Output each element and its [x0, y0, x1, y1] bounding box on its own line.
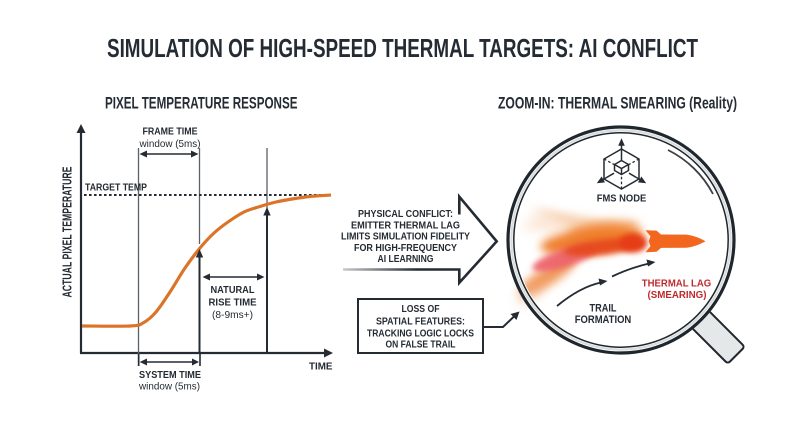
svg-text:TRACKING LOGIC LOCKS: TRACKING LOGIC LOCKS — [367, 329, 474, 340]
svg-text:FOR HIGH-FREQUENCY: FOR HIGH-FREQUENCY — [354, 243, 457, 254]
svg-text:FORMATION: FORMATION — [575, 314, 632, 326]
svg-text:AI LEARNING: AI LEARNING — [378, 254, 434, 265]
svg-text:LIMITS SIMULATION FIDELITY: LIMITS SIMULATION FIDELITY — [341, 232, 470, 243]
svg-text:TRAIL: TRAIL — [590, 302, 617, 314]
svg-text:FMS NODE: FMS NODE — [597, 193, 647, 205]
svg-text:SPATIAL FEATURES:: SPATIAL FEATURES: — [376, 317, 465, 328]
svg-text:THERMAL LAG: THERMAL LAG — [642, 277, 711, 289]
svg-text:LOSS OF: LOSS OF — [402, 304, 440, 315]
svg-text:ON FALSE TRAIL: ON FALSE TRAIL — [386, 340, 456, 351]
svg-text:ACTUAL PIXEL TEMPERATURE: ACTUAL PIXEL TEMPERATURE — [59, 166, 74, 297]
svg-text:PIXEL TEMPERATURE RESPONSE: PIXEL TEMPERATURE RESPONSE — [105, 94, 298, 113]
svg-text:window (5ms): window (5ms) — [139, 139, 201, 150]
svg-text:PHYSICAL CONFLICT:: PHYSICAL CONFLICT: — [358, 209, 453, 220]
svg-text:FRAME TIME: FRAME TIME — [143, 127, 198, 138]
svg-text:NATURAL: NATURAL — [211, 285, 255, 296]
svg-text:EMITTER THERMAL LAG: EMITTER THERMAL LAG — [351, 220, 460, 231]
svg-text:TIME: TIME — [309, 362, 333, 373]
svg-text:ZOOM-IN: THERMAL SMEARING (Rea: ZOOM-IN: THERMAL SMEARING (Reality) — [498, 94, 737, 113]
svg-text:window (5ms): window (5ms) — [138, 382, 200, 393]
svg-text:SYSTEM TIME: SYSTEM TIME — [139, 370, 201, 381]
svg-text:SIMULATION OF HIGH-SPEED THERM: SIMULATION OF HIGH-SPEED THERMAL TARGETS… — [107, 33, 698, 63]
svg-text:RISE TIME: RISE TIME — [209, 298, 257, 309]
svg-text:(8-9ms+): (8-9ms+) — [212, 310, 253, 321]
svg-text:(SMEARING): (SMEARING) — [648, 289, 707, 301]
svg-text:TARGET TEMP: TARGET TEMP — [85, 183, 147, 194]
